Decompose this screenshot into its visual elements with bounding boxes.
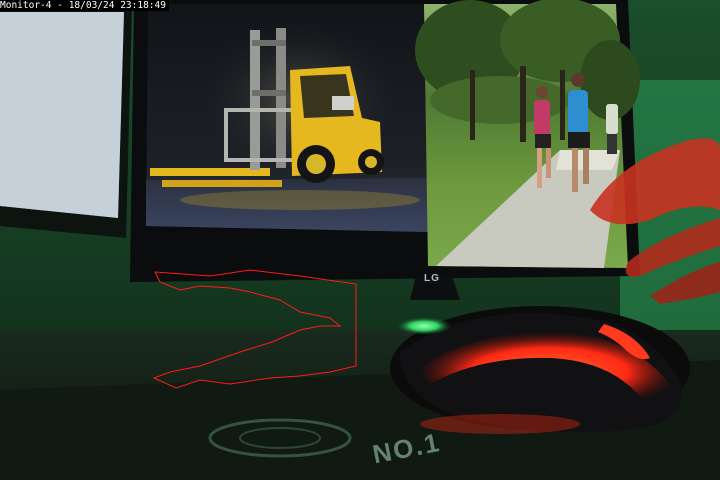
runners-icon: [534, 73, 618, 192]
hand: [590, 138, 720, 304]
monitor-stand: [410, 276, 460, 300]
camera-timestamp-overlay: Monitor-4 - 18/03/24 23:18:49: [0, 0, 169, 11]
overlay-date: 18/03/24: [68, 0, 115, 11]
mouse-green-led: [396, 317, 452, 335]
annotation-outline: [152, 269, 357, 389]
overlay-time: 23:18:49: [120, 0, 166, 11]
overlay-separator: -: [57, 0, 63, 11]
joggers-photo: [415, 0, 640, 268]
monitor-brand-logo: LG: [424, 273, 440, 284]
forklift-icon: [150, 168, 270, 176]
gaming-mouse: [390, 306, 690, 434]
camera-label: Monitor-4: [0, 0, 52, 11]
secondary-monitor: [0, 8, 132, 238]
forklift-photo: [146, 4, 428, 232]
